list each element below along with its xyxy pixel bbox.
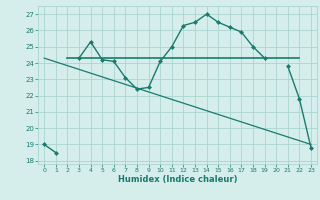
X-axis label: Humidex (Indice chaleur): Humidex (Indice chaleur): [118, 175, 237, 184]
